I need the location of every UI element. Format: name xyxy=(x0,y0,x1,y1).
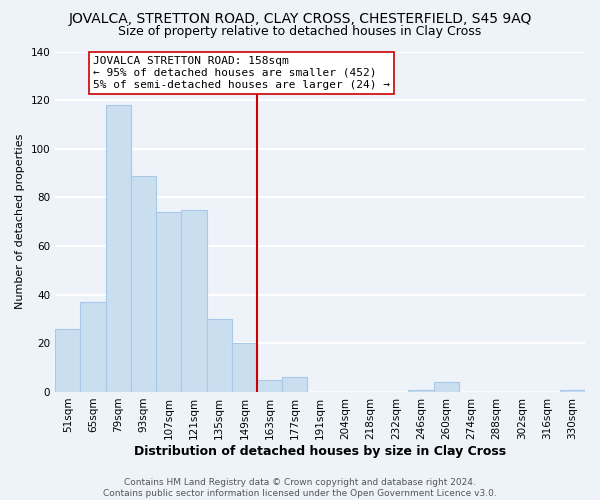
Text: JOVALCA, STRETTON ROAD, CLAY CROSS, CHESTERFIELD, S45 9AQ: JOVALCA, STRETTON ROAD, CLAY CROSS, CHES… xyxy=(68,12,532,26)
X-axis label: Distribution of detached houses by size in Clay Cross: Distribution of detached houses by size … xyxy=(134,444,506,458)
Y-axis label: Number of detached properties: Number of detached properties xyxy=(15,134,25,310)
Bar xyxy=(55,328,80,392)
Bar xyxy=(282,378,307,392)
Bar xyxy=(560,390,585,392)
Bar xyxy=(181,210,206,392)
Bar xyxy=(106,105,131,392)
Bar xyxy=(257,380,282,392)
Bar xyxy=(409,390,434,392)
Bar xyxy=(156,212,181,392)
Bar xyxy=(131,176,156,392)
Bar xyxy=(434,382,459,392)
Bar xyxy=(80,302,106,392)
Text: JOVALCA STRETTON ROAD: 158sqm
← 95% of detached houses are smaller (452)
5% of s: JOVALCA STRETTON ROAD: 158sqm ← 95% of d… xyxy=(93,56,390,90)
Bar xyxy=(232,344,257,392)
Text: Size of property relative to detached houses in Clay Cross: Size of property relative to detached ho… xyxy=(118,25,482,38)
Bar xyxy=(206,319,232,392)
Text: Contains HM Land Registry data © Crown copyright and database right 2024.
Contai: Contains HM Land Registry data © Crown c… xyxy=(103,478,497,498)
